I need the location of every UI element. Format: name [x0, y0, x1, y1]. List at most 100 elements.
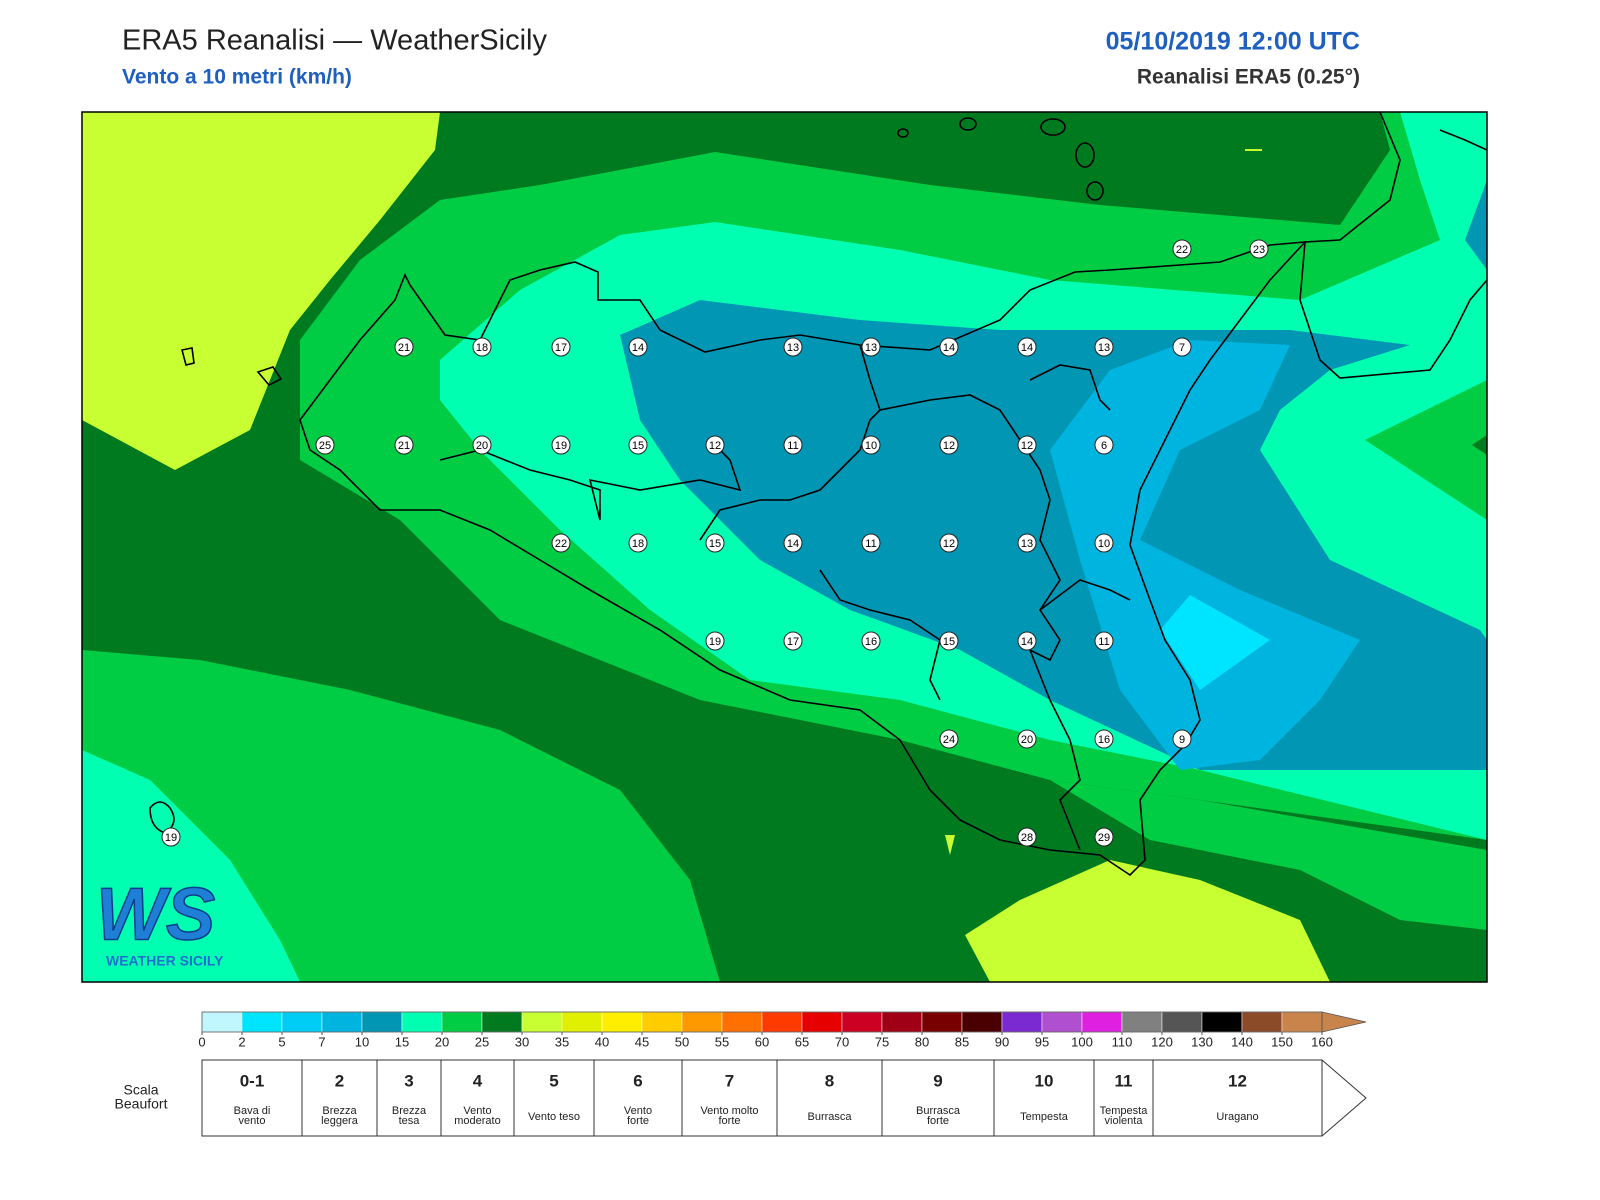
beaufort-desc: Brezza — [322, 1105, 357, 1117]
station-marker — [1094, 729, 1114, 749]
colorbar-band — [321, 1011, 363, 1033]
station-marker — [1172, 239, 1192, 259]
colorbar-tick-label: 10 — [355, 1034, 369, 1049]
island — [256, 366, 283, 386]
station-value: 9 — [1179, 734, 1185, 746]
colorbar-band — [761, 1011, 803, 1033]
station-marker — [705, 631, 725, 651]
beaufort-frame — [201, 1059, 1367, 1137]
station-value: 19 — [709, 636, 721, 648]
colorbar-tick-label: 100 — [1071, 1034, 1093, 1049]
station-value: 12 — [943, 538, 955, 550]
station-marker — [1017, 435, 1037, 455]
borders — [699, 409, 881, 541]
station-value: 10 — [1098, 538, 1110, 550]
colorbar-tick-label: 110 — [1112, 1034, 1133, 1049]
colorbar-band — [721, 1011, 763, 1033]
station-value: 15 — [709, 538, 721, 550]
colorbar-tick-label: 150 — [1271, 1034, 1293, 1049]
island — [897, 128, 909, 138]
colorbar-band — [1081, 1011, 1123, 1033]
station-value: 18 — [632, 538, 644, 550]
station-value: 19 — [555, 440, 567, 452]
beaufort-force: 9 — [933, 1071, 942, 1090]
station-value: 29 — [1098, 832, 1110, 844]
colorbar-band — [1161, 1011, 1203, 1033]
beaufort-force: 8 — [825, 1071, 834, 1090]
colorbar-tick-label: 40 — [595, 1034, 609, 1049]
colorbar-band — [1121, 1011, 1163, 1033]
beaufort-label: Scala — [123, 1082, 158, 1098]
colorbar-tick-label: 95 — [1035, 1034, 1049, 1049]
station-value: 15 — [632, 440, 644, 452]
calabria-coast — [1439, 129, 1487, 151]
beaufort-desc: Vento teso — [528, 1111, 580, 1123]
colorbar-tick-label: 85 — [955, 1034, 969, 1049]
beaufort-force: 11 — [1115, 1071, 1133, 1090]
colorbar-band — [641, 1011, 683, 1033]
calabria-coast — [1299, 112, 1487, 379]
station-value: 14 — [1021, 636, 1033, 648]
station-marker — [1017, 337, 1037, 357]
colorbar-tick-label: 140 — [1231, 1034, 1253, 1049]
station-value: 11 — [865, 538, 876, 550]
station-value: 16 — [865, 636, 877, 648]
title: ERA5 Reanalisi — WeatherSicily — [122, 25, 547, 57]
beaufort-desc: vento — [239, 1115, 266, 1127]
station-marker — [1017, 533, 1037, 553]
colorbar-band — [201, 1011, 243, 1033]
station-value: 14 — [787, 538, 799, 550]
borders — [1039, 579, 1131, 611]
colorbar-band — [961, 1011, 1003, 1033]
station-marker — [394, 337, 414, 357]
station-value: 6 — [1101, 440, 1107, 452]
station-marker — [861, 337, 881, 357]
beaufort-desc: Vento — [624, 1105, 652, 1117]
colorbar-band — [881, 1011, 923, 1033]
colorbar-tick-label: 45 — [635, 1034, 649, 1049]
station-marker — [939, 533, 959, 553]
station-value: 11 — [1098, 636, 1109, 648]
beaufort-desc: Burrasca — [807, 1111, 852, 1123]
station-value: 22 — [1176, 244, 1188, 256]
beaufort-desc: Vento — [463, 1105, 491, 1117]
beaufort-desc: Tempesta — [1100, 1105, 1149, 1117]
stations: 22 23 21 18 17 14 13 13 14 14 13 7 25 21 20 19 15 12 11 10 1… — [161, 239, 1269, 847]
colorbar-band — [401, 1011, 443, 1033]
colorbar-tick-label: 120 — [1151, 1034, 1173, 1049]
station-value: 13 — [1021, 538, 1033, 550]
island — [181, 347, 195, 366]
beaufort-desc: Burrasca — [916, 1105, 961, 1117]
station-value: 14 — [943, 342, 955, 354]
beaufort-desc: tesa — [399, 1115, 421, 1127]
colorbar-tick-label: 7 — [318, 1034, 325, 1049]
borders — [439, 449, 742, 521]
datetime: 05/10/2019 12:00 UTC — [1106, 28, 1360, 56]
station-value: 13 — [865, 342, 877, 354]
colorbar-tick-label: 130 — [1191, 1034, 1213, 1049]
colorbar-tick-label: 2 — [238, 1034, 245, 1049]
island — [959, 117, 977, 131]
beaufort-desc: forte — [927, 1115, 949, 1127]
station-marker — [783, 337, 803, 357]
borders — [1029, 364, 1111, 411]
colorbar-band — [1041, 1011, 1083, 1033]
station-marker — [1094, 435, 1114, 455]
colorbar-band — [681, 1011, 723, 1033]
beaufort-force: 12 — [1228, 1071, 1247, 1090]
wind-field — [82, 112, 1487, 982]
beaufort-desc: leggera — [321, 1115, 359, 1127]
island — [149, 801, 175, 834]
station-value: 17 — [555, 342, 567, 354]
station-marker — [472, 337, 492, 357]
station-value: 28 — [1021, 832, 1033, 844]
station-marker — [1017, 827, 1037, 847]
station-marker — [394, 435, 414, 455]
station-value: 25 — [319, 440, 331, 452]
colorbar-band — [441, 1011, 483, 1033]
station-value: 23 — [1253, 244, 1265, 256]
station-value: 21 — [398, 440, 410, 452]
borders — [819, 569, 941, 701]
station-marker — [783, 631, 803, 651]
station-value: 14 — [1021, 342, 1033, 354]
